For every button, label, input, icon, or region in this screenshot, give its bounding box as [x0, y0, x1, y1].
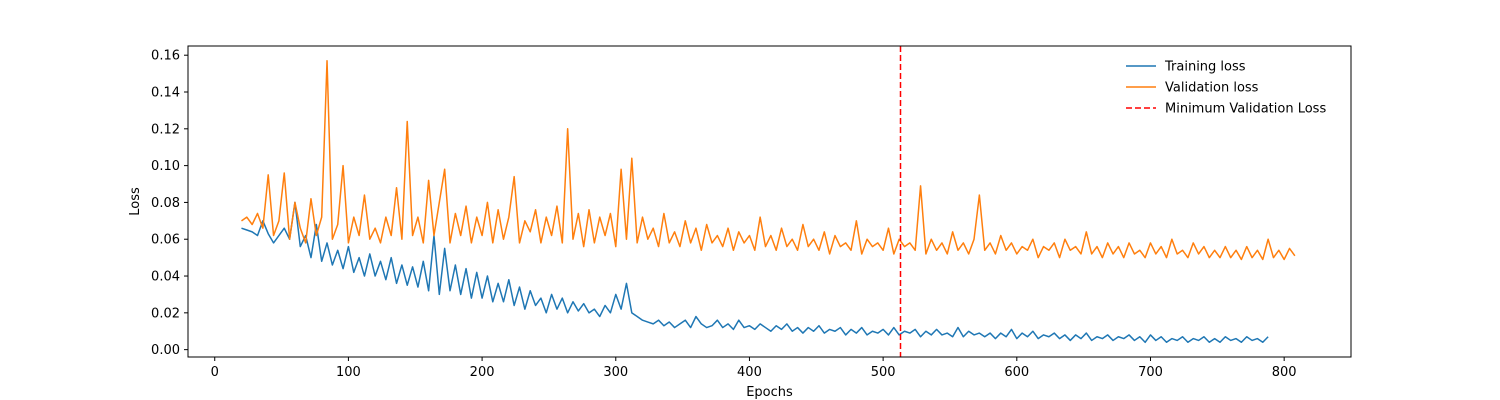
x-axis: 0 100 200 300 400 500 600 700 800: [211, 357, 1297, 380]
x-tick-label: 0: [211, 365, 219, 380]
legend-label-validation-loss: Validation loss: [1165, 81, 1259, 96]
x-tick-label: 600: [1004, 365, 1029, 380]
series-line-validation-loss: [241, 59, 1296, 261]
y-tick-label: 0.04: [151, 270, 180, 285]
y-tick-label: 0.02: [151, 306, 180, 321]
y-axis: 0.00 0.02 0.04 0.06 0.08 0.10 0.12 0.14 0.16: [151, 49, 188, 358]
series-line-training-loss: [241, 201, 1269, 344]
y-tick-label: 0.10: [151, 159, 180, 174]
x-axis-label: Epochs: [746, 385, 793, 400]
x-tick-label: 400: [737, 365, 762, 380]
y-tick-label: 0.12: [151, 122, 180, 137]
y-tick-label: 0.00: [151, 343, 180, 358]
x-tick-label: 200: [470, 365, 495, 380]
x-tick-label: 700: [1138, 365, 1163, 380]
x-tick-label: 500: [871, 365, 896, 380]
legend-label-training-loss: Training loss: [1164, 60, 1246, 75]
y-tick-label: 0.06: [151, 233, 180, 248]
legend-label-minimum-validation-loss: Minimum Validation Loss: [1165, 102, 1326, 117]
y-tick-label: 0.16: [151, 49, 180, 64]
y-tick-label: 0.08: [151, 196, 180, 211]
x-tick-label: 300: [603, 365, 628, 380]
axes-frame: [187, 45, 1352, 358]
y-axis-label: Loss: [128, 187, 143, 216]
x-tick-label: 100: [336, 365, 361, 380]
legend: Training loss Validation loss Minimum Va…: [1126, 60, 1326, 117]
plot-area: [241, 46, 1296, 357]
y-tick-label: 0.14: [151, 86, 180, 101]
x-tick-label: 800: [1272, 365, 1297, 380]
